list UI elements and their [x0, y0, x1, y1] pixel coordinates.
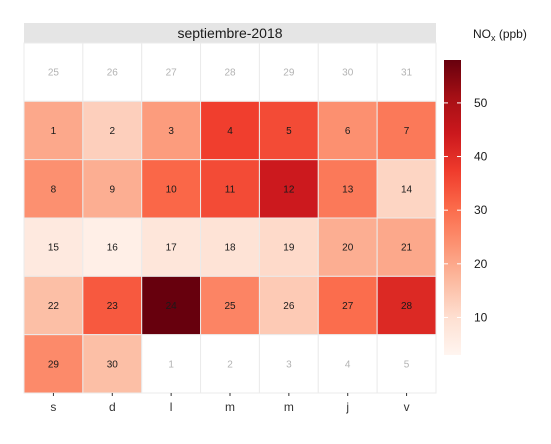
weekday-label: d: [109, 400, 116, 414]
calendar-cell: [23, 100, 84, 161]
calendar-cell-outside: [141, 334, 202, 394]
calendar-cell: [376, 159, 437, 219]
calendar-cell: [200, 100, 260, 161]
legend-tick-label: 10: [474, 310, 488, 324]
day-label: 2: [110, 126, 116, 137]
day-label: 1: [51, 126, 57, 137]
day-label: 28: [224, 68, 236, 79]
day-label: 30: [107, 359, 119, 370]
day-label: 3: [168, 126, 174, 137]
day-label: 27: [342, 301, 354, 312]
day-label: 4: [345, 359, 351, 370]
legend-tick-label: 50: [474, 96, 488, 110]
day-label: 12: [283, 184, 295, 195]
calendar-cell-outside: [317, 42, 378, 102]
day-label: 22: [48, 301, 60, 312]
calendar-cell: [317, 217, 378, 277]
weekday-label: m: [284, 400, 294, 414]
day-label: 1: [168, 359, 174, 370]
calendar-cell: [200, 275, 260, 336]
day-label: 23: [107, 301, 119, 312]
legend-tick-label: 30: [474, 203, 488, 217]
day-label: 27: [166, 68, 178, 79]
calendar-cell: [258, 217, 319, 277]
day-label: 26: [283, 301, 295, 312]
calendar-cell: [23, 334, 84, 394]
day-label: 19: [283, 243, 295, 254]
day-label: 9: [110, 184, 116, 195]
calendar-cell: [258, 100, 319, 161]
calendar-cell: [317, 100, 378, 161]
calendar-cell: [376, 217, 437, 277]
calendar-cell: [141, 159, 202, 219]
day-label: 14: [401, 184, 413, 195]
calendar-cell: [141, 217, 202, 277]
calendar-cell-outside: [376, 334, 437, 394]
legend-ticks: 10 20 30 40 50: [444, 96, 488, 324]
day-label: 15: [48, 243, 60, 254]
day-label: 3: [286, 359, 292, 370]
legend-title-unit: (ppb): [496, 27, 527, 41]
day-label: 6: [345, 126, 351, 137]
legend-title: NOx (ppb): [473, 27, 527, 43]
day-label: 21: [401, 243, 413, 254]
day-label: 30: [342, 68, 354, 79]
day-label: 29: [48, 359, 60, 370]
day-label: 26: [107, 68, 119, 79]
calendar-cell: [376, 275, 437, 336]
day-label: 18: [224, 243, 236, 254]
day-label: 29: [283, 68, 295, 79]
weekday-label: l: [170, 400, 173, 414]
calendar-cell: [82, 334, 143, 394]
calendar-cell-outside: [200, 42, 260, 102]
legend-tick-label: 40: [474, 150, 488, 164]
legend-title-main: NO: [473, 27, 491, 41]
calendar-cell: [200, 159, 260, 219]
legend-tick-label: 20: [474, 257, 488, 271]
day-label: 4: [227, 126, 233, 137]
day-label: 10: [166, 184, 178, 195]
day-label: 28: [401, 301, 413, 312]
day-label: 16: [107, 243, 119, 254]
chart-title: septiembre-2018: [177, 25, 282, 41]
day-label: 31: [401, 68, 413, 79]
calendar-cell-outside: [258, 334, 319, 394]
calendar-cell: [82, 275, 143, 336]
facet-strip: [24, 23, 436, 43]
calendar-cell-outside: [317, 334, 378, 394]
day-label: 25: [224, 301, 236, 312]
day-label: 5: [404, 359, 410, 370]
day-label: 11: [225, 184, 236, 195]
day-label: 25: [48, 68, 60, 79]
weekday-label: v: [404, 400, 410, 414]
day-label: 8: [51, 184, 57, 195]
day-label: 7: [404, 126, 410, 137]
day-label: 13: [342, 184, 354, 195]
day-label: 24: [166, 301, 178, 312]
calendar-cell: [82, 217, 143, 277]
weekday-label: s: [50, 400, 56, 414]
calendar-cell: [141, 100, 202, 161]
day-label: 17: [166, 243, 178, 254]
calendar-cell: [141, 275, 202, 336]
calendar-cell: [258, 275, 319, 336]
legend-title-subscript: x: [491, 33, 496, 43]
calendar-cell: [376, 100, 437, 161]
day-label: 2: [227, 359, 233, 370]
day-label: 5: [286, 126, 292, 137]
day-label: 20: [342, 243, 354, 254]
calendar-cell-outside: [258, 42, 319, 102]
weekday-label: m: [225, 400, 235, 414]
calendar-cell-outside: [376, 42, 437, 102]
weekday-label: j: [345, 400, 349, 414]
legend-colorbar: [444, 60, 461, 355]
